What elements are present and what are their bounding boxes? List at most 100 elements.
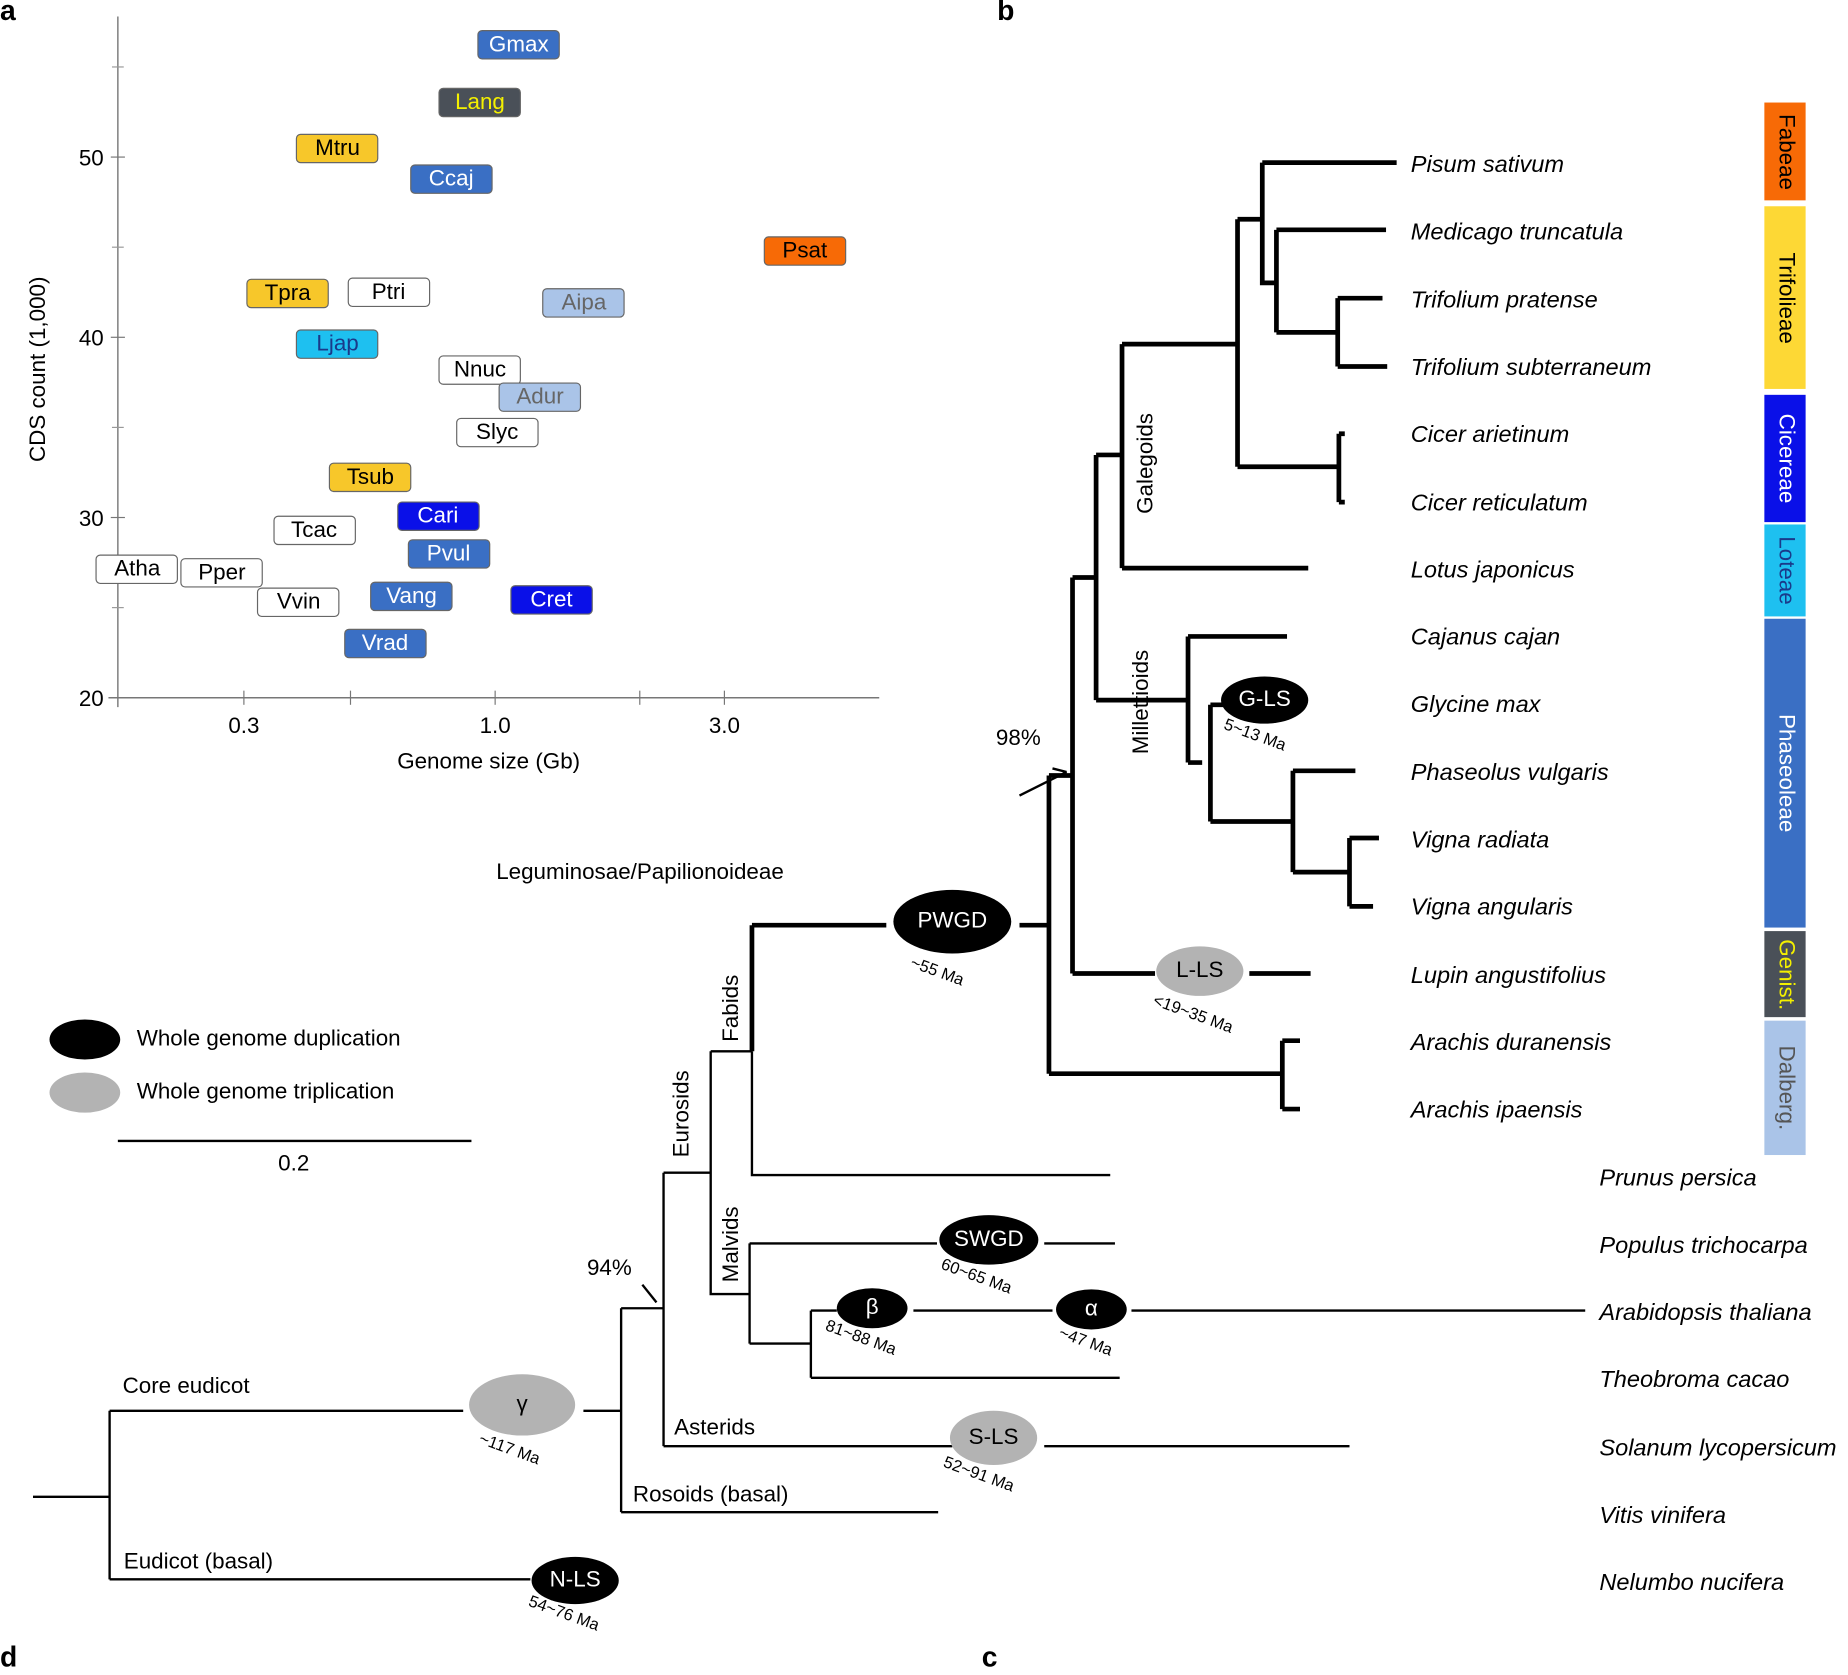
legend-wgd-swatch: [49, 1019, 121, 1060]
scatter-chart: 0.3 1.0 3.0 20 30 40 50 CDS count (1,000) Geno…: [0, 0, 896, 790]
tribe-fabeae: Fabeae: [1764, 102, 1806, 201]
point-tsub: Tsub: [329, 463, 412, 493]
point-aipa: Aipa: [542, 288, 626, 318]
clade-fabids: Fabids: [718, 974, 744, 1042]
species-label: Phaseolus vulgaris: [1410, 759, 1609, 786]
point-vang: Vang: [370, 582, 453, 612]
species-label: Arabidopsis thaliana: [1599, 1300, 1812, 1327]
point-gmax: Gmax: [477, 30, 561, 61]
species-label: Glycine max: [1410, 692, 1541, 719]
species-label: Lotus japonicus: [1410, 557, 1575, 584]
chart-axes: 0.3 1.0 3.0 20 30 40 50: [79, 16, 880, 738]
point-tpra: Tpra: [246, 279, 329, 309]
species-label: Trifolium pratense: [1410, 287, 1598, 314]
event-gls: G-LS: [1221, 676, 1309, 724]
point-nnuc: Nnuc: [438, 354, 522, 385]
tribe-cicereae: Cicereae: [1764, 394, 1806, 523]
species-label: Theobroma cacao: [1599, 1367, 1790, 1394]
event-gamma: γ: [469, 1374, 576, 1436]
y-tick-label: 20: [79, 686, 104, 711]
tribe-label: Phaseoleae: [1773, 714, 1798, 833]
species-label: Lupin angustifolius: [1410, 962, 1607, 989]
tribe-label: Dalberg.: [1773, 1045, 1798, 1131]
event-beta: β: [836, 1288, 908, 1329]
tribe-phaseoleae: Phaseoleae: [1764, 618, 1806, 928]
clade-title: Leguminosae/Papilionoideae: [496, 860, 784, 886]
panel-label-a: a: [0, 0, 16, 28]
y-tick-label: 50: [79, 145, 104, 170]
tribe-dalberg: Dalberg.: [1764, 1020, 1806, 1156]
point-ccaj: Ccaj: [409, 163, 493, 194]
scale-bar-label: 0.2: [278, 1151, 310, 1177]
point-pper: Pper: [180, 558, 264, 589]
event-alpha: α: [1056, 1289, 1127, 1330]
event-sls: S-LS: [949, 1410, 1038, 1465]
event-swgd: SWGD: [939, 1215, 1039, 1265]
legend-wgt-label: Whole genome triplication: [136, 1079, 395, 1105]
species-label: Arachis duranensis: [1410, 1029, 1612, 1056]
tribe-label: Loteae: [1773, 536, 1798, 605]
species-label: Pisum sativum: [1410, 152, 1565, 178]
point-cari: Cari: [396, 500, 480, 531]
point-vrad: Vrad: [343, 628, 427, 659]
species-label: Cajanus cajan: [1410, 624, 1561, 651]
species-label: Cicer arietinum: [1410, 422, 1570, 449]
y-tick-label: 40: [79, 326, 104, 351]
eudicot-branches: [33, 767, 1586, 1581]
point-pvul: Pvul: [407, 538, 490, 569]
panel-label-d: d: [0, 1641, 18, 1674]
point-adur: Adur: [498, 382, 582, 412]
species-label: Medicago truncatula: [1410, 219, 1624, 246]
point-atha: Atha: [96, 555, 179, 585]
x-tick-label: 3.0: [709, 713, 740, 738]
x-axis-label: Genome size (Gb): [397, 749, 581, 775]
point-lang: Lang: [438, 88, 522, 118]
point-tcac: Tcac: [272, 515, 356, 545]
legend-wgt-swatch: [49, 1072, 121, 1113]
clade-asterids: Asterids: [674, 1415, 756, 1441]
panel-label-b: b: [997, 0, 1015, 28]
species-label: Vitis vinifera: [1599, 1502, 1727, 1529]
species-label: Populus trichocarpa: [1599, 1232, 1808, 1259]
point-cret: Cret: [510, 585, 593, 616]
tribe-label: Genist.: [1773, 938, 1798, 1010]
clade-malvids: Malvids: [718, 1206, 744, 1283]
panel-label-c: c: [981, 1641, 998, 1674]
species-label: Trifolium subterraneum: [1410, 354, 1652, 381]
x-tick-label: 1.0: [480, 713, 511, 738]
legume-branches: [749, 160, 1397, 1112]
event-nls: N-LS: [531, 1556, 619, 1605]
species-label: Prunus persica: [1599, 1165, 1757, 1191]
tribe-trifolieae: Trifolieae: [1764, 206, 1806, 389]
clade-eurosids: Eurosids: [669, 1070, 695, 1158]
clade-basal-eudicot: Eudicot (basal): [123, 1549, 274, 1575]
x-tick-label: 0.3: [228, 713, 259, 738]
species-label: Cicer reticulatum: [1410, 489, 1588, 516]
y-tick-label: 30: [79, 506, 104, 531]
point-slyc: Slyc: [455, 418, 539, 448]
species-label: Vigna radiata: [1410, 827, 1550, 854]
support-98: 98%: [995, 726, 1041, 751]
legend-wgd-label: Whole genome duplication: [136, 1026, 401, 1052]
species-label: Arachis ipaensis: [1410, 1097, 1583, 1124]
species-label: Vigna angularis: [1410, 894, 1573, 921]
clade-rosoids: Rosoids (basal): [632, 1482, 789, 1508]
event-lls: L-LS: [1156, 946, 1244, 996]
point-psat: Psat: [763, 236, 847, 266]
tribe-label: Cicereae: [1773, 413, 1798, 504]
clade-core-eudicot: Core eudicot: [122, 1374, 250, 1399]
tribe-loteae: Loteae: [1764, 524, 1806, 617]
tribe-label: Trifolieae: [1773, 251, 1798, 344]
clade-millettioids: Millettioids: [1129, 649, 1154, 755]
tribe-genist: Genist.: [1764, 931, 1806, 1018]
event-pwgd: PWGD: [893, 889, 1012, 954]
point-vvin: Vvin: [257, 587, 340, 617]
species-label: Solanum lycopersicum: [1599, 1435, 1837, 1462]
point-ljap: Ljap: [296, 329, 379, 360]
clade-galegoids: Galegoids: [1133, 413, 1159, 514]
tribe-label: Fabeae: [1773, 113, 1798, 190]
point-mtru: Mtru: [296, 133, 379, 163]
species-label: Nelumbo nucifera: [1599, 1570, 1785, 1597]
